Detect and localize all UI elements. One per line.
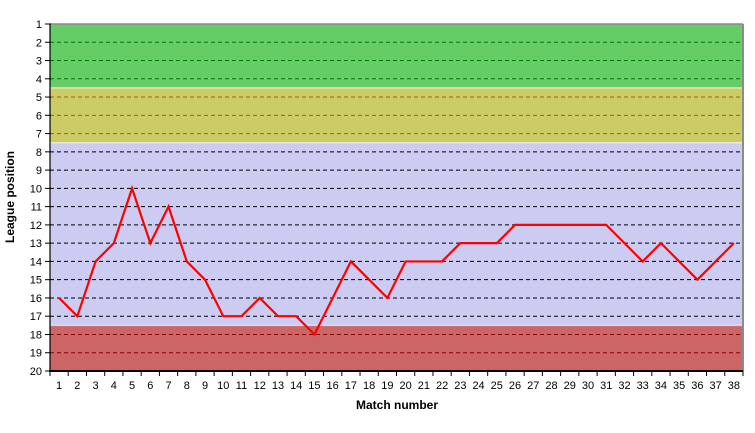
x-tick-label: 22	[436, 380, 448, 392]
series-line	[58, 184, 735, 337]
x-tick-label: 9	[202, 380, 208, 392]
band-lavender-zone	[50, 142, 743, 326]
x-tick-label: 27	[527, 380, 539, 392]
band-red-zone	[50, 325, 743, 371]
x-tick-label: 24	[472, 380, 484, 392]
x-tick-label: 25	[491, 380, 503, 392]
x-tick-label: 16	[327, 380, 339, 392]
x-tick-label: 31	[600, 380, 612, 392]
axis-ticks	[45, 23, 744, 376]
y-tick-label: 15	[30, 275, 42, 287]
x-tick-label: 32	[618, 380, 630, 392]
y-tick-label: 9	[36, 165, 42, 177]
x-tick-label: 37	[710, 380, 722, 392]
x-tick-label: 38	[728, 380, 740, 392]
y-tick-label: 8	[36, 147, 42, 159]
x-tick-label: 11	[236, 380, 247, 392]
y-tick-label: 13	[30, 238, 42, 250]
x-tick-label: 26	[509, 380, 521, 392]
x-tick-label: 21	[418, 380, 430, 392]
bands-layer	[50, 24, 743, 371]
x-tick-label: 34	[655, 380, 667, 392]
band-separators	[50, 87, 743, 327]
y-tick-label: 20	[30, 366, 42, 378]
y-tick-label: 18	[30, 329, 42, 341]
x-tick-label: 20	[399, 380, 411, 392]
y-tick-label: 11	[31, 202, 42, 214]
x-tick-label: 23	[454, 380, 466, 392]
band-green-zone	[50, 24, 743, 88]
x-tick-label: 28	[545, 380, 557, 392]
x-tick-label: 36	[691, 380, 703, 392]
x-tick-label: 19	[381, 380, 393, 392]
y-tick-label: 12	[30, 220, 42, 232]
x-tick-label: 15	[308, 380, 320, 392]
y-tick-label: 10	[30, 183, 42, 195]
x-axis-title: Match number	[356, 398, 438, 412]
x-tick-label: 14	[290, 380, 302, 392]
y-tick-label: 17	[30, 311, 42, 323]
x-tick-label: 33	[637, 380, 649, 392]
x-tick-label: 35	[673, 380, 685, 392]
y-tick-label: 4	[36, 74, 42, 86]
y-tick-label: 14	[30, 256, 42, 268]
y-axis-title: League position	[3, 151, 17, 243]
x-tick-label: 12	[254, 380, 266, 392]
x-tick-label: 2	[74, 380, 80, 392]
x-tick-label: 18	[363, 380, 375, 392]
x-tick-label: 29	[564, 380, 576, 392]
y-tick-label: 16	[30, 293, 42, 305]
x-tick-label: 1	[56, 380, 62, 392]
y-tick-label: 19	[30, 348, 42, 360]
y-tick-label: 7	[36, 129, 42, 141]
y-tick-label: 6	[36, 110, 42, 122]
y-tick-label: 2	[36, 37, 42, 49]
x-tick-labels: 1 2 3 4 5 6 7 8 9 10 11 12 13 14 15 16 17 18 19 20 21 22 23 24 2…	[56, 380, 740, 392]
x-tick-label: 5	[129, 380, 135, 392]
gridlines-layer	[50, 41, 743, 354]
x-tick-label: 7	[165, 380, 171, 392]
y-tick-label: 5	[36, 92, 42, 104]
x-tick-label: 17	[345, 380, 357, 392]
x-tick-label: 30	[582, 380, 594, 392]
x-tick-label: 10	[217, 380, 229, 392]
x-tick-label: 4	[111, 380, 117, 392]
y-tick-label: 3	[36, 56, 42, 68]
x-tick-label: 6	[147, 380, 153, 392]
series-layer	[58, 184, 735, 337]
y-tick-label: 1	[36, 19, 42, 31]
x-tick-label: 3	[93, 380, 99, 392]
x-tick-label: 8	[184, 380, 190, 392]
x-tick-label: 13	[272, 380, 284, 392]
